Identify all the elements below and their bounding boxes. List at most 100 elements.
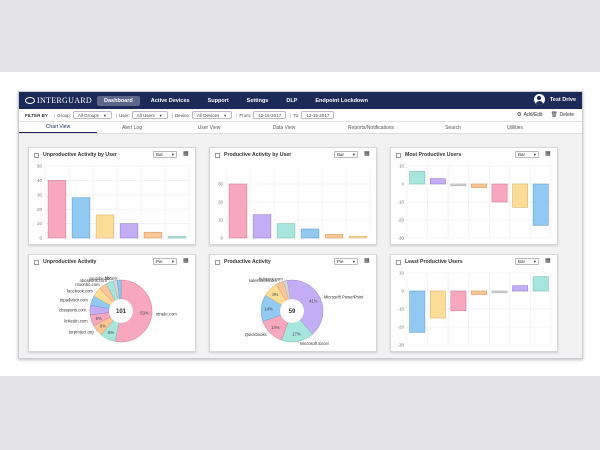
main-nav: Dashboard Active Devices Support Setting…	[97, 92, 379, 109]
unproductive-by-user-bar-chart: 50 40 30 20 10 0	[37, 164, 190, 241]
panel-header: Productive Activity by User Bar ▾ ▦	[210, 148, 376, 162]
from-date-input[interactable]: 12-15-2017	[253, 111, 287, 119]
pie-percent-label: 14%	[264, 306, 273, 311]
panel-checkbox[interactable]	[396, 259, 401, 265]
y-tick-label: 40	[37, 178, 43, 183]
user-menu[interactable]: Test Drive	[533, 94, 576, 105]
panel-checkbox[interactable]	[396, 152, 401, 158]
panel-checkbox[interactable]	[34, 259, 39, 265]
pie-percent-label: 8%	[108, 330, 114, 335]
tab-user-view[interactable]: User View	[197, 124, 221, 131]
y-tick-label: 10	[218, 218, 224, 223]
panel-title: Least Productive Users	[405, 259, 463, 265]
separator: |	[290, 112, 292, 118]
chart-type-select[interactable]: Pie ▾	[334, 258, 358, 265]
pie-leader-line	[89, 320, 93, 322]
chart-type-value: Pie	[337, 259, 344, 264]
bar	[471, 183, 487, 188]
panel-title: Unproductive Activity	[43, 259, 97, 265]
bar	[491, 290, 508, 294]
panel-title: Most Productive Users	[405, 152, 462, 158]
y-tick-label: 0	[401, 182, 404, 187]
bar	[491, 183, 508, 203]
calendar-icon[interactable]: ▦	[545, 258, 551, 264]
pie-slice-label: salesforce.com	[249, 278, 278, 283]
y-tick-label: -10	[397, 200, 404, 205]
bar	[471, 290, 487, 295]
chart-type-select[interactable]: Pie ▾	[153, 258, 177, 265]
nav-endpoint-lockdown[interactable]: Endpoint Lockdown	[315, 97, 368, 104]
user-select-value: All Users	[136, 112, 155, 118]
panel-checkbox[interactable]	[215, 152, 220, 158]
tab-chart-view[interactable]: Chart View	[19, 122, 97, 133]
nav-dlp[interactable]: DLP	[286, 97, 298, 104]
delete-button[interactable]: 🗑 Delete	[551, 112, 574, 118]
pie-leader-line	[297, 340, 299, 344]
calendar-icon[interactable]: ▦	[364, 258, 370, 264]
bar	[228, 183, 248, 239]
device-label: Device:	[174, 112, 190, 118]
chevron-down-icon: ▾	[171, 258, 174, 264]
pie-slice-label: moonbo.com	[75, 282, 100, 287]
pie-slice-label: nbcsports.com	[80, 278, 108, 283]
calendar-icon[interactable]: ▦	[183, 151, 189, 157]
delete-label: Delete	[559, 112, 574, 118]
logo-mark-icon	[25, 97, 35, 104]
device-select[interactable]: All Devices ▼	[191, 111, 233, 119]
chevron-down-icon: ▾	[533, 258, 536, 264]
y-tick-label: 30	[37, 192, 43, 197]
y-tick-label: 0	[39, 236, 42, 241]
filter-actions: ⚙ Add/Edit 🗑 Delete	[509, 112, 574, 118]
tab-utilities[interactable]: Utilities	[506, 124, 524, 131]
panel-checkbox[interactable]	[34, 152, 39, 158]
y-tick-label: 20	[37, 207, 43, 212]
bar	[324, 234, 344, 239]
calendar-icon[interactable]: ▦	[183, 258, 189, 264]
y-tick-label: 20	[218, 200, 224, 205]
tab-alert-log[interactable]: Alert Log	[121, 124, 142, 131]
chart-type-value: Bar	[518, 259, 526, 264]
group-select[interactable]: All Groups ▼	[72, 111, 112, 119]
nav-settings[interactable]: Settings	[246, 97, 269, 104]
bar	[119, 223, 139, 239]
tab-reports-notifications[interactable]: Reports/Notifications	[347, 124, 395, 131]
pie-leader-line	[95, 329, 99, 333]
calendar-icon[interactable]: ▦	[545, 151, 551, 157]
bar	[276, 223, 296, 239]
pie-percent-label: 14%	[271, 325, 280, 330]
panel-most-productive-users: Most Productive Users Bar ▾ ▦ 10 0 -10 -20 -3…	[390, 147, 558, 245]
unproductive-activity-pie-chart: 101 53% ntrade.com8%6%torproject.org6%link…	[59, 276, 177, 343]
to-label: To:	[293, 112, 300, 118]
calendar-icon[interactable]: ▦	[364, 151, 370, 157]
tab-search[interactable]: Search	[445, 124, 461, 131]
pie-percent-label: 6%	[96, 316, 102, 321]
add-edit-label: Add/Edit	[523, 112, 543, 118]
separator: |	[171, 112, 173, 118]
nav-active-devices[interactable]: Active Devices	[150, 97, 190, 104]
nav-support[interactable]: Support	[207, 97, 229, 104]
chart-type-select[interactable]: Bar ▾	[153, 151, 177, 158]
add-edit-button[interactable]: ⚙ Add/Edit	[517, 112, 543, 118]
nav-dashboard[interactable]: Dashboard	[97, 95, 140, 106]
chart-type-select[interactable]: Bar ▾	[334, 151, 358, 158]
panel-title: Productive Activity by User	[224, 152, 292, 158]
separator: |	[53, 112, 56, 118]
chart-type-select[interactable]: Bar ▾	[515, 151, 539, 158]
user-select[interactable]: All Users ▼	[131, 111, 168, 119]
filter-bar: FILTER BY | Group: All Groups ▼ | User: A…	[19, 109, 582, 122]
pie-center	[109, 299, 133, 323]
panel-header: Unproductive Activity by User Bar ▾ ▦	[29, 148, 195, 162]
pie-leader-line	[114, 278, 116, 282]
panel-header: Productive Activity Pie ▾ ▦	[210, 255, 376, 269]
y-tick-label: -30	[397, 343, 404, 348]
pie-slice-label: cbssports.com	[59, 307, 87, 312]
panel-checkbox[interactable]	[215, 259, 220, 265]
tab-data-view[interactable]: Data View	[272, 124, 296, 131]
pie-slice-label: ntrade.com	[156, 312, 177, 317]
logo-text: INTERGUARD	[37, 96, 92, 105]
bar	[450, 290, 467, 312]
bar	[409, 171, 426, 185]
to-date-input[interactable]: 12-15-2017	[301, 111, 335, 119]
chart-type-select[interactable]: Bar ▾	[515, 258, 539, 265]
pie-slice-label: linkedin.com	[64, 319, 88, 324]
